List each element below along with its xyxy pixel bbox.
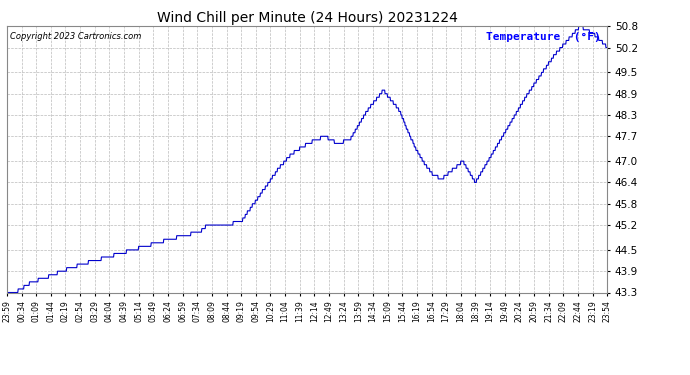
Title: Wind Chill per Minute (24 Hours) 20231224: Wind Chill per Minute (24 Hours) 2023122… — [157, 11, 457, 25]
Text: Copyright 2023 Cartronics.com: Copyright 2023 Cartronics.com — [10, 32, 141, 40]
Text: Temperature  (°F): Temperature (°F) — [486, 32, 601, 42]
